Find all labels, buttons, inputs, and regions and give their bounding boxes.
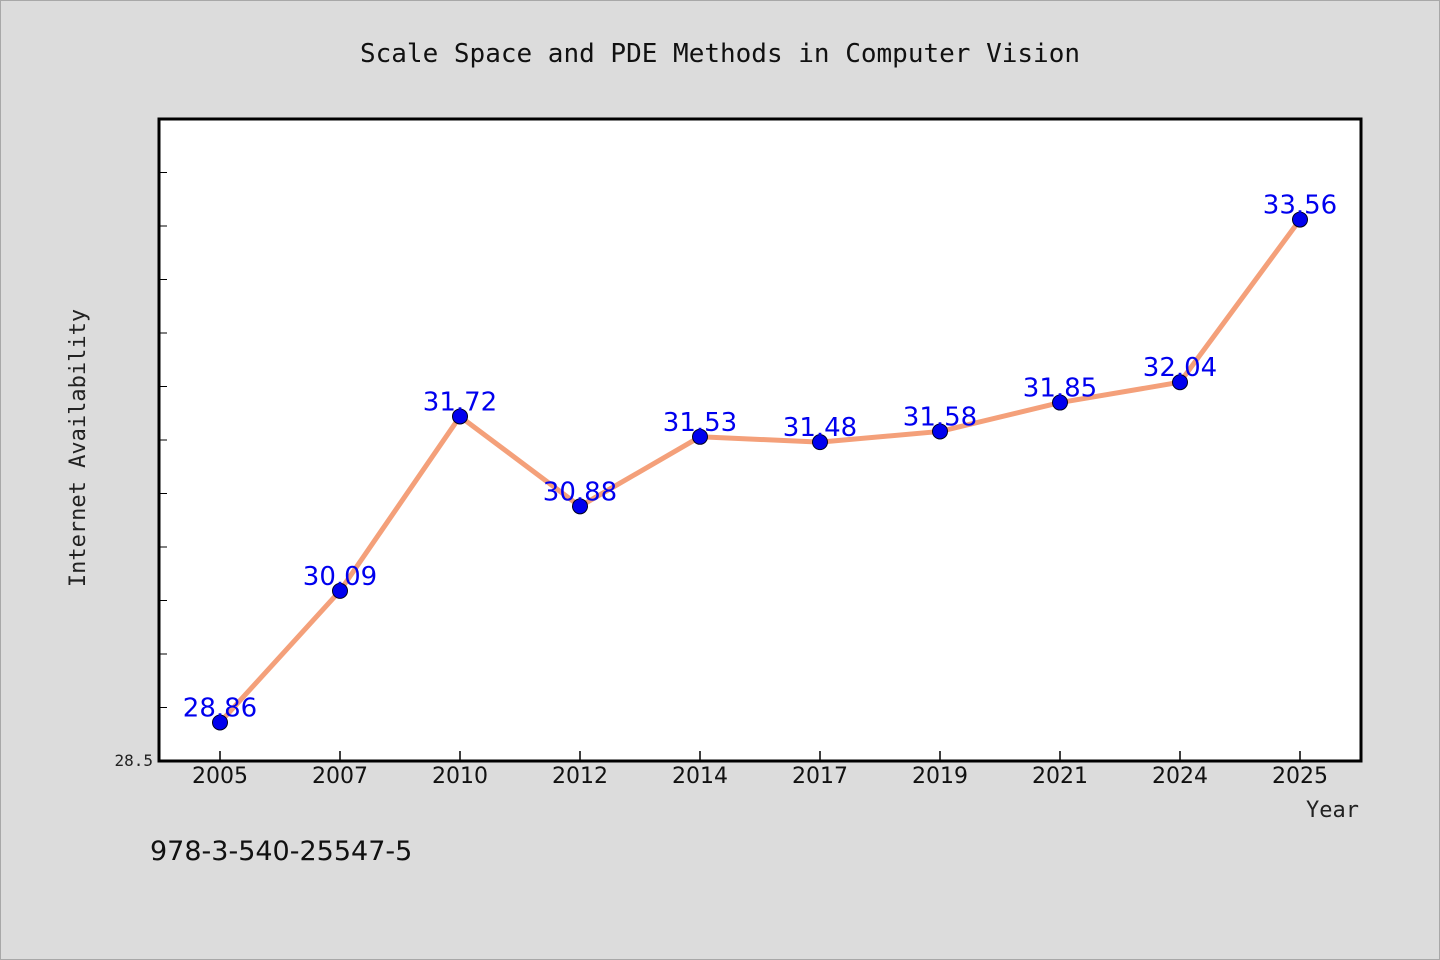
isbn-annotation: 978-3-540-25547-5	[150, 836, 413, 867]
data-point	[1172, 374, 1188, 391]
x-axis-label: Year	[1306, 798, 1359, 823]
data-markers	[212, 211, 1308, 731]
x-tick-labels: 2005 2007 2010 2012 2014 2017 2019 2021 2024 2025	[192, 764, 1328, 789]
y-axis-ticks	[159, 172, 167, 708]
data-label: 31.58	[903, 402, 977, 432]
x-axis-ticks	[219, 751, 1301, 761]
data-label: 31.72	[423, 387, 497, 417]
data-point	[212, 714, 228, 731]
x-tick-label: 2019	[912, 764, 968, 789]
x-tick-label: 2005	[192, 764, 248, 789]
data-point	[812, 434, 828, 451]
x-tick-label: 2025	[1272, 764, 1328, 789]
x-tick-label: 2017	[792, 764, 848, 789]
data-point	[932, 423, 948, 440]
x-tick-label: 2024	[1152, 764, 1208, 789]
data-label: 31.85	[1023, 374, 1097, 404]
data-labels: 28.86 30.09 31.72 30.88 31.53 31.48 31.58 31.85…	[183, 191, 1337, 724]
x-tick-label: 2012	[552, 764, 608, 789]
chart-title: Scale Space and PDE Methods in Computer …	[360, 39, 1080, 69]
data-label: 31.48	[783, 413, 857, 443]
data-label: 30.88	[543, 477, 617, 507]
data-point	[332, 582, 348, 599]
data-point	[1292, 211, 1308, 228]
data-label: 30.09	[303, 562, 377, 592]
data-point	[1052, 394, 1068, 411]
data-label: 31.53	[663, 408, 737, 438]
data-point	[692, 428, 708, 445]
y-tick-label: 28.5	[114, 751, 153, 770]
x-tick-label: 2007	[312, 764, 368, 789]
series-line	[217, 217, 1303, 725]
y-axis-label: Internet Availability	[66, 309, 91, 587]
data-point	[572, 498, 588, 515]
x-tick-label: 2021	[1032, 764, 1088, 789]
x-tick-label: 2014	[672, 764, 728, 789]
x-tick-label: 2010	[432, 764, 488, 789]
data-label: 28.86	[183, 693, 257, 723]
data-label: 32.04	[1143, 353, 1217, 383]
data-point	[452, 408, 468, 425]
data-label: 33.56	[1263, 191, 1337, 221]
